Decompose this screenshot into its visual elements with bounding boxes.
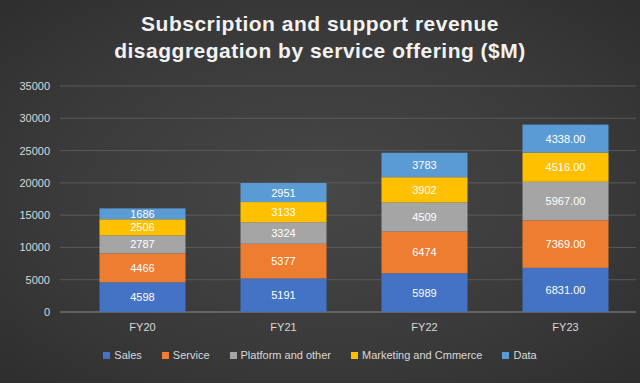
- y-tick-label: 25000: [19, 145, 50, 157]
- grid-line: [60, 118, 636, 119]
- legend-item: Data: [502, 349, 536, 361]
- bar-segment: [240, 183, 326, 202]
- data-label: 3902: [412, 184, 436, 196]
- legend-item: Service: [162, 349, 210, 361]
- x-tick-label: FY23: [552, 321, 578, 333]
- bar-segment: [381, 273, 467, 312]
- bar-segment: [381, 153, 467, 177]
- grid-line: [60, 86, 636, 87]
- legend-swatch: [162, 352, 169, 359]
- bar-segment: [240, 244, 326, 279]
- legend-label: Data: [513, 349, 536, 361]
- y-tick-label: 10000: [19, 241, 50, 253]
- bar-segment: [381, 202, 467, 231]
- data-label: 4509: [412, 211, 436, 223]
- data-label: 5191: [271, 289, 295, 301]
- y-tick-label: 30000: [19, 112, 50, 124]
- legend-label: Platform and other: [241, 349, 332, 361]
- bar-segment: [522, 125, 608, 153]
- chart: 0500010000150002000025000300003500045984…: [0, 0, 640, 383]
- legend-swatch: [103, 352, 110, 359]
- data-label: 2506: [130, 221, 154, 233]
- bar-segment: [99, 208, 185, 219]
- chart-title: Subscription and support revenue disaggr…: [100, 10, 540, 64]
- y-tick-label: 0: [44, 306, 50, 318]
- x-tick-label: FY21: [270, 321, 296, 333]
- data-label: 5377: [271, 255, 295, 267]
- y-tick-label: 35000: [19, 80, 50, 92]
- data-label: 6831.00: [546, 284, 586, 296]
- data-label: 4516.00: [546, 161, 586, 173]
- bar-segment: [99, 219, 185, 235]
- legend-swatch: [230, 352, 237, 359]
- bar-segment: [522, 182, 608, 221]
- legend-item: Marketing and Cmmerce: [351, 349, 482, 361]
- bar-segment: [240, 278, 326, 312]
- legend-label: Service: [173, 349, 210, 361]
- bars: [99, 125, 608, 312]
- legend-label: Marketing and Cmmerce: [362, 349, 482, 361]
- data-label: 6474: [412, 246, 436, 258]
- bar-segment: [522, 153, 608, 182]
- y-tick-label: 15000: [19, 209, 50, 221]
- bar-segment: [99, 253, 185, 282]
- bar-segment: [240, 202, 326, 222]
- bar-segment: [240, 222, 326, 243]
- x-tick-label: FY20: [129, 321, 155, 333]
- legend-swatch: [502, 352, 509, 359]
- bar-segment: [99, 235, 185, 253]
- data-label: 1686: [130, 208, 154, 220]
- bar-segment: [99, 282, 185, 312]
- data-label: 2951: [271, 187, 295, 199]
- legend-item: Platform and other: [230, 349, 332, 361]
- bar-segment: [381, 177, 467, 202]
- data-label: 4598: [130, 291, 154, 303]
- data-label: 5989: [412, 287, 436, 299]
- data-label: 2787: [130, 238, 154, 250]
- legend-item: Sales: [103, 349, 142, 361]
- data-label: 3324: [271, 227, 295, 239]
- data-labels: 4598 4466 2787 25061686 5191 5377 3324 3133 2951…: [130, 133, 585, 304]
- x-tick-label: FY22: [411, 321, 437, 333]
- data-label: 3133: [271, 206, 295, 218]
- data-label: 3783: [412, 159, 436, 171]
- data-label: 4338.00: [546, 133, 586, 145]
- data-label: 4466: [130, 262, 154, 274]
- y-tick-label: 5000: [26, 274, 50, 286]
- bar-segment: [522, 220, 608, 268]
- data-label: 7369.00: [546, 238, 586, 250]
- y-tick-label: 20000: [19, 177, 50, 189]
- legend-label: Sales: [114, 349, 142, 361]
- bar-segment: [522, 268, 608, 312]
- legend: Sales Service Platform and other Marketing …: [0, 349, 640, 361]
- legend-swatch: [351, 352, 358, 359]
- bar-segment: [381, 232, 467, 274]
- data-label: 5967.00: [546, 195, 586, 207]
